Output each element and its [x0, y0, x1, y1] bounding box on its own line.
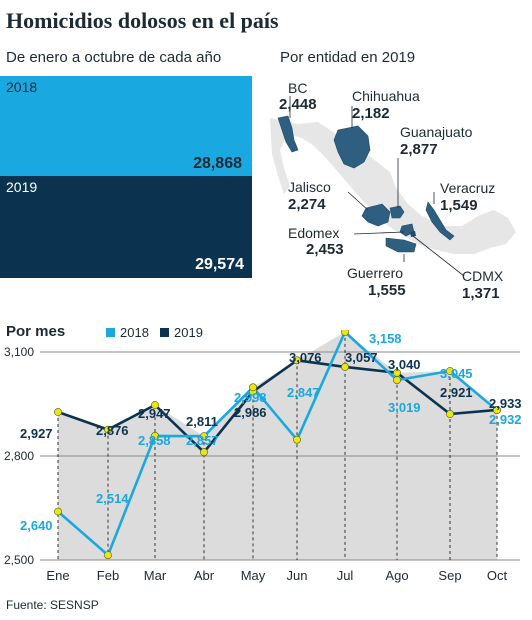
state-label-guerrero: Guerrero: [347, 265, 404, 281]
x-tick-Sep: Sep: [438, 568, 461, 583]
data-label-2019-Feb: 2,876: [96, 423, 129, 438]
data-label-2018-Jul: 3,158: [369, 331, 402, 346]
state-value-guanajuato: 2,877: [400, 141, 438, 158]
y-tick-2500: 2,500: [4, 553, 34, 567]
leader-cdmx: [412, 235, 465, 277]
chart-title: Homicidios dolosos en el país: [6, 8, 279, 33]
y-tick-3100: 3,100: [4, 345, 34, 359]
data-label-2019-Ene: 2,927: [20, 426, 53, 441]
state-value-edomex: 2,453: [306, 241, 344, 258]
point-2018-Abr: [200, 432, 208, 441]
data-label-2018-Ene: 2,640: [20, 518, 53, 533]
x-tick-May: May: [241, 568, 266, 583]
legend-label-2018: 2018: [120, 325, 149, 340]
x-tick-Abr: Abr: [194, 568, 215, 583]
legend-swatch-2019: [160, 328, 169, 337]
state-label-guanajuato: Guanajuato: [400, 124, 473, 140]
state-label-chihuahua: Chihuahua: [352, 88, 420, 104]
legend-label-2019: 2019: [174, 325, 203, 340]
area-fill: [58, 331, 497, 560]
point-2018-May: [249, 383, 257, 392]
state-value-cdmx: 1,371: [462, 285, 500, 302]
x-tick-Ene: Ene: [46, 568, 69, 583]
state-value-bc: 2,448: [279, 96, 317, 113]
data-label-2019-Mar: 2,947: [138, 406, 171, 421]
point-2019-Sep: [446, 410, 454, 418]
state-label-veracruz: Veracruz: [440, 180, 496, 196]
state-cdmx: [410, 231, 416, 237]
state-guerrero: [385, 237, 417, 253]
data-label-2018-Jun: 2,847: [287, 385, 320, 400]
point-2018-Mar: [151, 432, 159, 440]
point-2019-Mar: [151, 401, 159, 409]
bar-2019-year: 2019: [6, 179, 38, 195]
point-2018-Jun: [293, 435, 301, 444]
data-label-2018-May: 2,998: [234, 390, 267, 405]
annual-subtitle: De enero a octubre de cada año: [6, 49, 222, 66]
data-label-2019-Abr: 2,811: [186, 414, 218, 429]
monthly-line-chart: 2,500 2,800 3,100 2,640 2,514 2,858 2,857 2,998…: [4, 330, 522, 583]
source-note: Fuente: SESNSP: [6, 598, 99, 612]
data-label-2019-Oct: 2,933: [489, 396, 522, 411]
x-tick-Oct: Oct: [487, 568, 508, 583]
state-value-guerrero: 1,555: [368, 282, 406, 299]
state-label-bc: BC: [288, 80, 308, 96]
line-2019: [57, 358, 498, 454]
point-2018-Ago: [393, 376, 401, 384]
data-label-2018-Sep: 3,045: [440, 366, 473, 381]
data-label-2019-Ago: 3,040: [388, 357, 421, 372]
data-label-2018-Oct: 2,932: [489, 412, 522, 427]
state-value-chihuahua: 2,182: [352, 105, 390, 122]
state-chihuahua: [333, 125, 371, 169]
point-2018-Oct: [493, 406, 501, 415]
data-label-2018-Abr: 2,857: [186, 433, 219, 448]
state-veracruz: [425, 201, 455, 241]
bar-2019: 2019 29,574: [0, 176, 252, 278]
state-jalisco: [361, 203, 391, 227]
x-tick-Feb: Feb: [97, 568, 119, 583]
state-value-jalisco: 2,274: [288, 196, 326, 213]
point-2019-Feb: [104, 425, 112, 434]
state-value-veracruz: 1,549: [440, 197, 478, 214]
data-label-2019-Jul: 3,057: [345, 350, 378, 365]
legend-swatch-2018: [106, 328, 115, 337]
states-subtitle: Por entidad en 2019: [280, 49, 416, 66]
data-label-2018-Feb: 2,514: [96, 491, 129, 506]
state-label-cdmx: CDMX: [462, 268, 504, 284]
leader-edomex: [353, 231, 405, 235]
line-2018: [57, 330, 498, 557]
x-tick-Mar: Mar: [144, 568, 167, 583]
point-2018-Sep: [446, 367, 454, 375]
y-tick-2800: 2,800: [4, 449, 34, 463]
legend-2018: 2018: [106, 325, 149, 340]
state-label-edomex: Edomex: [288, 225, 340, 241]
point-2018-Ene: [54, 507, 62, 516]
bar-2018-year: 2018: [6, 79, 38, 95]
mexico-map: [270, 96, 516, 277]
state-label-jalisco: Jalisco: [288, 179, 331, 195]
data-label-2018-Ago: 3,019: [388, 400, 421, 415]
point-2018-Jul: [341, 330, 349, 336]
point-2019-Jun: [293, 356, 301, 365]
data-label-2019-May: 2,986: [234, 405, 267, 420]
state-bc: [277, 115, 299, 153]
point-2019-Abr: [200, 448, 208, 457]
bar-2018-value: 28,868: [193, 155, 242, 172]
bar-2018: 2018 28,868: [0, 76, 252, 176]
point-2019-Ene: [54, 408, 62, 416]
point-2018-Feb: [104, 551, 112, 559]
legend-2019: 2019: [160, 325, 203, 340]
x-tick-Jul: Jul: [337, 568, 354, 583]
data-label-2019-Jun: 3,076: [289, 350, 322, 365]
bar-2019-value: 29,574: [195, 256, 244, 273]
monthly-subtitle: Por mes: [6, 323, 66, 340]
map-silhouette: [270, 118, 516, 254]
point-2019-Jul: [341, 363, 349, 371]
data-label-2018-Mar: 2,858: [138, 433, 171, 448]
x-tick-Jun: Jun: [287, 568, 308, 583]
leader-jalisco: [347, 191, 369, 211]
x-tick-Ago: Ago: [385, 568, 408, 583]
data-label-2019-Sep: 2,921: [440, 385, 473, 400]
